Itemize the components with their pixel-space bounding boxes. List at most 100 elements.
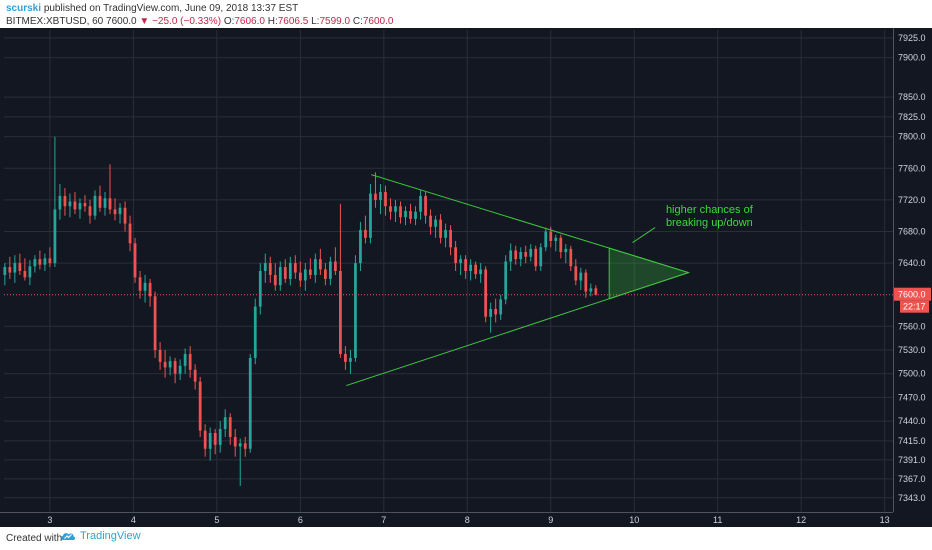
candle-body (559, 237, 563, 253)
candle (359, 222, 362, 271)
candle (13, 255, 17, 283)
candle-body (158, 350, 162, 362)
y-tick-label: 7470.0 (898, 392, 926, 402)
candle-body (349, 357, 352, 362)
candle (203, 424, 207, 457)
annotation-pointer (632, 227, 656, 243)
candle (78, 198, 82, 219)
candle (554, 234, 558, 252)
y-tick-label: 7391.0 (898, 455, 926, 465)
candle (389, 198, 392, 220)
candle (509, 243, 513, 271)
candle-body (133, 243, 137, 278)
candle (579, 267, 583, 290)
candle (584, 269, 588, 298)
candle-body (589, 288, 593, 292)
candle-body (213, 432, 217, 445)
candle-body (429, 215, 432, 227)
candle-body (409, 210, 412, 219)
candle-body (394, 206, 397, 212)
candle (38, 250, 42, 270)
candle-body (364, 229, 367, 238)
candle (233, 429, 237, 457)
candle (369, 184, 372, 244)
candle (18, 253, 22, 275)
candle (98, 185, 102, 212)
candle-body (519, 252, 523, 260)
y-tick-label: 7850.0 (898, 92, 926, 102)
candle (298, 261, 302, 287)
candle-body (489, 308, 493, 317)
candle (384, 185, 387, 216)
candle-body (223, 417, 227, 430)
candle (394, 199, 397, 223)
candle-body (584, 272, 588, 292)
tradingview-brand-link[interactable]: TradingView (60, 530, 141, 542)
candle-body (479, 269, 483, 275)
candle (123, 201, 127, 232)
candle-body (28, 266, 32, 278)
publish-line: scurski published on TradingView.com, Ju… (6, 3, 298, 14)
candle (163, 350, 167, 378)
candle (514, 245, 518, 265)
candle-body (344, 353, 347, 362)
candle-body (424, 195, 427, 216)
x-tick-label: 9 (548, 515, 553, 525)
candle-body (238, 443, 242, 447)
created-with-text: Created with (6, 533, 63, 544)
candle (253, 298, 257, 365)
candle (68, 193, 72, 218)
candle (183, 348, 187, 374)
candle (329, 256, 332, 286)
y-axis-panel (893, 28, 932, 527)
candle (58, 184, 62, 220)
candle-body (168, 361, 172, 368)
y-tick-label: 7900.0 (898, 53, 926, 63)
author-link[interactable]: scurski (6, 3, 42, 14)
candle (559, 234, 563, 259)
high-label: H: (267, 16, 278, 27)
candle-body (173, 361, 177, 374)
candle (399, 201, 402, 224)
candle-body (58, 195, 62, 210)
candle-body (293, 263, 297, 273)
open-value: 7606.0 (234, 16, 265, 27)
candle (273, 263, 277, 291)
candle (439, 214, 442, 244)
candle-body (198, 381, 202, 431)
candle (444, 223, 447, 248)
candle-body (574, 266, 578, 281)
x-tick-label: 13 (880, 515, 890, 525)
candle-body (459, 259, 462, 264)
current-price-label: 7600.0 (898, 290, 926, 300)
candle-body (308, 269, 312, 275)
candle-body (98, 195, 102, 208)
candle-body (469, 264, 472, 271)
countdown-label: 22:17 (903, 302, 926, 312)
candle (354, 255, 357, 362)
candle-body (128, 223, 132, 244)
candle-body (73, 201, 77, 210)
candle (248, 353, 252, 453)
candle (33, 255, 37, 273)
candle-body (494, 308, 498, 315)
candle-body (138, 277, 142, 291)
candle-body (509, 250, 513, 262)
candle-body (113, 209, 117, 215)
candle (53, 136, 57, 268)
candle (278, 261, 282, 291)
candle (188, 346, 192, 378)
close-value: 7600.0 (362, 16, 394, 27)
candle (133, 237, 137, 283)
candle (258, 263, 262, 315)
candle-body (449, 229, 452, 248)
y-tick-label: 7343.0 (898, 493, 926, 503)
candle (318, 248, 322, 275)
candle-body (334, 261, 337, 271)
candle (323, 263, 327, 286)
candle-body (23, 271, 27, 278)
candle-body (329, 261, 332, 279)
candle (594, 285, 598, 296)
candle-body (63, 195, 67, 207)
